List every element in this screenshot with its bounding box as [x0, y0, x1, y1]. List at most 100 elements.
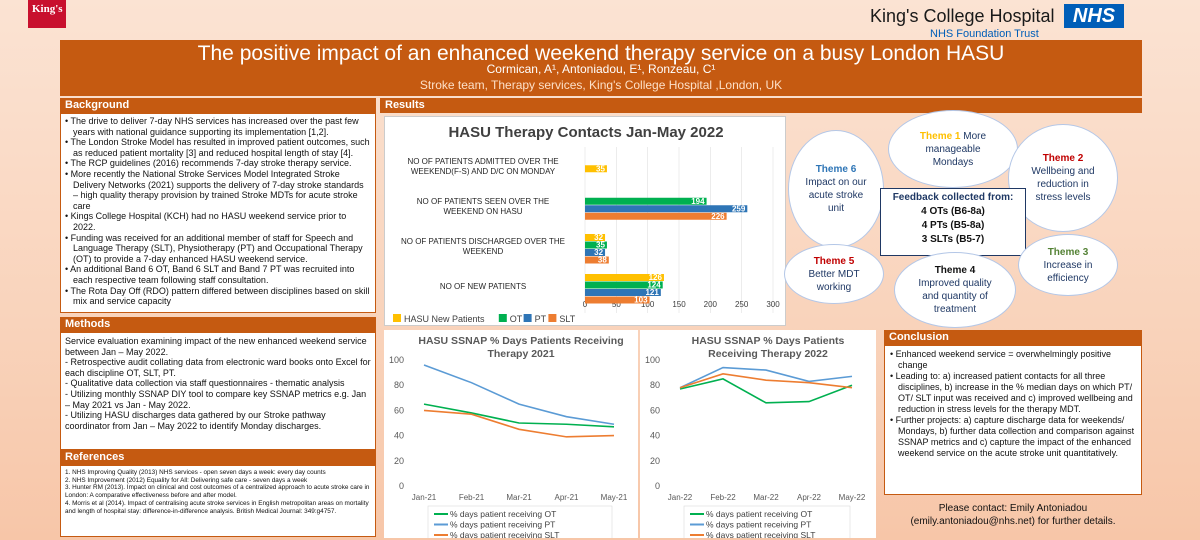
line-y-tick-label: 40 [394, 431, 404, 441]
line-y-tick-label: 40 [650, 431, 660, 441]
methods-item: - Utilizing HASU discharges data gathere… [65, 410, 326, 431]
bar-x-tick-label: 100 [641, 300, 655, 309]
theme-6-oval: Theme 6 Impact on our acute stroke unit [788, 130, 884, 248]
legend-label: % days patient receiving SLT [450, 530, 559, 538]
methods-item: - Retrospective audit collating data fro… [65, 357, 371, 378]
bar-data-label: 32 [594, 248, 603, 257]
legend-label: % days patient receiving OT [450, 509, 556, 519]
bar-x-tick-label: 50 [612, 300, 621, 309]
affiliation: Stroke team, Therapy services, King's Co… [419, 78, 783, 92]
hospital-name: King's College Hospital [870, 6, 1055, 26]
line-y-tick-label: 60 [650, 405, 660, 415]
bar-data-label: 194 [691, 197, 705, 206]
methods-heading: Methods [60, 317, 376, 332]
bar-data-label: 259 [732, 204, 746, 213]
title-bar: The positive impact of an enhanced weeke… [60, 40, 1142, 96]
methods-item: - Qualitative data collection via staff … [65, 378, 345, 389]
conclusion-item: Enhanced weekend service = overwhelmingl… [890, 349, 1136, 371]
feedback-ot: 4 OTs (B6-8a) [921, 206, 985, 217]
nhs-logo: NHS [1064, 4, 1124, 28]
contact-line-2: (emily.antoniadou@nhs.net) for further d… [910, 516, 1116, 527]
line-slt [679, 373, 853, 389]
conclusion-item: Leading to: a) increased patient contact… [890, 371, 1136, 415]
reference-item: 4. Morris et al (2014). Impact of centra… [65, 499, 369, 515]
background-item: The Rota Day Off (RDO) pattern differed … [65, 286, 371, 307]
legend-swatch [523, 314, 532, 322]
feedback-pt: 4 PTs (B5-8a) [921, 220, 985, 231]
bar-data-label: 124 [647, 281, 661, 290]
bar-hasu-new-patients [585, 165, 607, 173]
bar-data-label: 32 [594, 233, 603, 242]
contact-line-1: Please contact: Emily Antoniadou [938, 503, 1088, 514]
bar-category-label: NO OF PATIENTS ADMITTED OVER THE WEEKEND(… [407, 157, 558, 176]
line-chart-2021-panel: HASU SSNAP % Days Patients Receiving Ther… [384, 330, 638, 540]
conclusion-list: Enhanced weekend service = overwhelmingl… [885, 346, 1141, 462]
line-y-tick-label: 100 [389, 355, 404, 365]
line-ot [679, 378, 853, 404]
line-ot [423, 403, 615, 428]
reference-item: 3. Hunter RM (2013). Impact on clinical … [65, 484, 370, 500]
background-item: The drive to deliver 7-day NHS services … [65, 116, 371, 137]
theme-4-oval: Theme 4 Improved quality and quantity of… [894, 252, 1016, 328]
line-x-tick-label: Jan-22 [668, 493, 693, 502]
theme-5-text: Better MDT working [808, 268, 860, 293]
line-y-tick-label: 80 [394, 380, 404, 390]
background-item: Kings College Hospital (KCH) had no HASU… [65, 211, 371, 232]
background-item: The London Stroke Model has resulted in … [65, 137, 371, 158]
line-y-tick-label: 0 [655, 481, 660, 491]
bar-data-label: 126 [649, 273, 663, 282]
bar-data-label: 226 [711, 212, 725, 221]
line-x-tick-label: May-21 [601, 493, 628, 502]
line-x-tick-label: Feb-21 [459, 493, 485, 502]
theme-2-label: Theme 2 [1042, 153, 1084, 164]
references-panel: 1. NHS Improving Quality (2013) NHS serv… [60, 465, 376, 537]
line-x-tick-label: Mar-22 [753, 493, 779, 502]
methods-item: Service evaluation examining impact of t… [65, 336, 367, 357]
conclusion-section: Conclusion Enhanced weekend service = ov… [884, 330, 1142, 495]
bar-data-label: 35 [596, 241, 605, 250]
line-chart-title: Therapy 2021 [487, 348, 554, 360]
conclusion-panel: Enhanced weekend service = overwhelmingl… [884, 345, 1142, 495]
reference-item: 2. NHS Improvement (2012) Equality for A… [65, 476, 308, 484]
legend-label: OT [510, 314, 523, 324]
results-heading: Results [380, 98, 1142, 113]
theme-1-text: More manageable Mondays [925, 130, 987, 168]
bar-data-label: 38 [598, 256, 607, 265]
legend-label: PT [535, 314, 547, 324]
line-x-tick-label: Jan-21 [412, 493, 437, 502]
theme-6-text: Impact on our acute stroke unit [805, 177, 867, 214]
theme-1-text-wrap: Theme 1 More manageable Mondays [904, 130, 1002, 169]
bar-chart: HASU Therapy Contacts Jan-May 2022 0 50 100… [393, 124, 780, 324]
bar-data-label: 121 [645, 288, 659, 297]
bar-data-label: 103 [634, 296, 648, 305]
bar-pt [585, 205, 748, 213]
bar-x-tick-label: 0 [583, 300, 588, 309]
legend-label: SLT [559, 314, 575, 324]
line-y-tick-label: 100 [645, 355, 660, 365]
legend-label: % days patient receiving OT [706, 509, 812, 519]
legend-label: % days patient receiving PT [450, 520, 555, 530]
line-x-tick-label: Mar-21 [506, 493, 532, 502]
legend-swatch [393, 314, 401, 322]
bar-hasu-new-patients [585, 234, 606, 241]
legend-label: % days patient receiving SLT [706, 530, 815, 538]
theme-3-text: Increase in efficiency [1043, 259, 1093, 284]
bar-hasu-new-patients [585, 274, 664, 281]
references-heading: References [60, 450, 376, 465]
methods-item: - Utilizing monthly SSNAP DIY tool to co… [65, 388, 367, 410]
bar-slt [585, 256, 609, 264]
bar-ot [585, 197, 707, 205]
bar-pt [585, 289, 661, 296]
line-pt [423, 364, 615, 426]
theme-5-label: Theme 5 [813, 255, 855, 267]
background-panel: The drive to deliver 7-day NHS services … [60, 113, 376, 313]
theme-6-label: Theme 6 [815, 164, 857, 175]
theme-1-oval: Theme 1 More manageable Mondays [888, 110, 1018, 188]
conclusion-item: Further projects: a) capture discharge d… [890, 415, 1136, 459]
bar-slt [585, 212, 727, 220]
methods-list: Service evaluation examining impact of t… [61, 333, 375, 434]
line-x-tick-label: May-22 [839, 493, 866, 502]
reference-item: 1. NHS Improving Quality (2013) NHS serv… [65, 469, 326, 476]
background-item: An additional Band 6 OT, Band 6 SLT and … [65, 264, 371, 285]
